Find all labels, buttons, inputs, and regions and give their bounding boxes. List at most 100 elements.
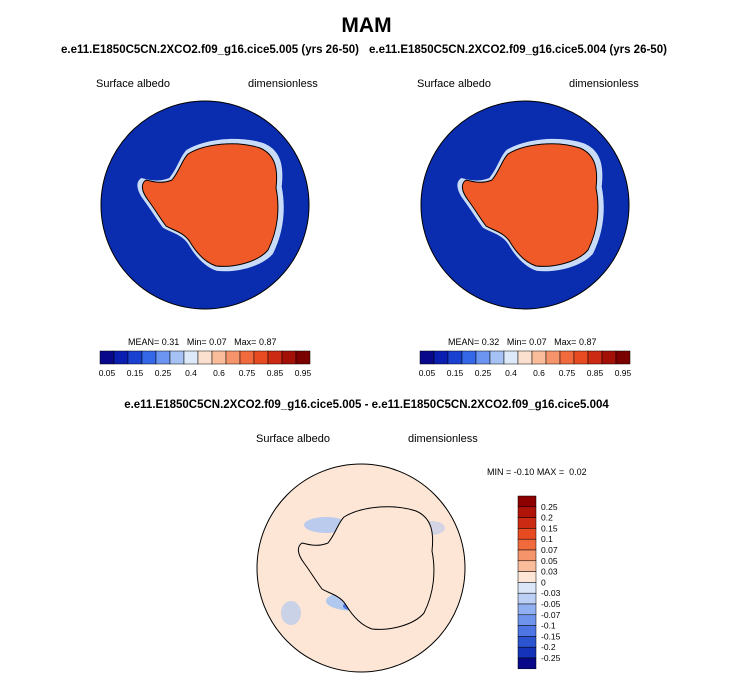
panel-2-variable-label: Surface albedo [417,78,491,90]
panel-1-mean-value: 0.31 [161,337,180,347]
panel-2-colorbar-tick-label: 0.05 [419,368,436,378]
difference-polar-map [256,463,466,673]
difference-colorbar-swatch [517,603,537,616]
difference-colorbar-swatch [517,646,537,659]
panel-2-colorbar-tick-label: 0.4 [505,368,517,378]
panel-2-colorbar-swatch [475,350,491,365]
difference-colorbar-tick-label: -0.05 [541,599,561,609]
panel-2-colorbar: 0.05 0.15 0.25 0.4 0.6 0.75 0.85 0.95 [419,350,632,378]
panel-1-max-value: 0.87 [258,337,277,347]
diff-variable-label: Surface albedo [256,433,330,445]
panel-1-case-title: e.e11.E1850C5CN.2XCO2.f09_g16.cice5.005 … [61,44,359,56]
panel-2-colorbar-swatch [433,350,449,365]
panel-2-colorbar-tick-label: 0.75 [559,368,576,378]
panel-2-colorbar-swatch [447,350,463,365]
panel-2-min-label: Min= [506,337,527,347]
panel-2-colorbar-swatch [601,350,617,365]
difference-colorbar-swatch [517,582,537,594]
figure-title: MAM [341,14,392,37]
panel-1-colorbar-tick-label: 0.95 [295,368,312,378]
difference-colorbar-swatch [517,549,537,562]
difference-colorbar-tick-label: 0.15 [541,523,558,533]
difference-colorbar-swatch [517,636,537,648]
panel-2-colorbar-swatch [461,350,477,365]
panel-1-colorbar-swatch [267,350,283,365]
panel-2-colorbar-swatch [559,350,575,365]
panel-2-colorbar-tick-label: 0.25 [475,368,492,378]
difference-colorbar-tick-label: -0.03 [541,588,561,598]
panel-2-min-value: 0.07 [529,337,547,347]
panel-2-mean-value: 0.32 [481,337,500,347]
panel-1-colorbar: 0.05 0.15 0.25 0.4 0.6 0.75 0.85 0.95 [99,350,312,378]
panel-2-colorbar-swatch [517,350,533,365]
panel-2-colorbar-swatch [503,350,519,365]
difference-colorbar-tick-label: 0.03 [541,567,558,577]
panel-1-colorbar-swatch [295,350,311,365]
difference-colorbar-tick-label: -0.2 [541,642,556,652]
panel-2-units-label: dimensionless [569,78,639,90]
panel-2-colorbar-swatch [573,350,589,365]
panel-1-variable-label: Surface albedo [96,78,170,90]
panel-1-colorbar-swatch [197,350,213,365]
panel-2-colorbar-tick-label: 0.15 [447,368,464,378]
diff-max-value: 0.02 [569,467,587,477]
difference-colorbar-tick-label: 0 [541,577,546,587]
diff-units-label: dimensionless [408,433,478,445]
difference-colorbar-swatch [517,614,537,626]
difference-title: e.e11.E1850C5CN.2XCO2.f09_g16.cice5.005 … [124,399,609,411]
panel-1-colorbar-swatch [141,350,157,365]
difference-colorbar-tick-label: -0.25 [541,653,561,663]
difference-colorbar-swatch [517,657,537,670]
difference-colorbar-swatch [517,517,537,529]
panel-2-max-label: Max= [554,337,577,347]
panel-1-colorbar-swatch [253,350,269,365]
panel-1-units-label: dimensionless [248,78,318,90]
panel-1-polar-map [100,100,310,310]
difference-colorbar-tick-label: 0.2 [541,513,553,523]
panel-2-colorbar-swatch [489,350,505,365]
panel-2-colorbar-swatch [615,350,631,365]
diff-max-label: MAX = [536,467,565,477]
panel-1-colorbar-tick-label: 0.05 [99,368,116,378]
panel-2-polar-map [420,100,630,310]
panel-1-colorbar-tick-label: 0.25 [155,368,172,378]
panel-2-colorbar-tick-label: 0.85 [587,368,604,378]
panel-2-colorbar-tick-label: 0.95 [615,368,632,378]
difference-colorbar-tick-label: 0.1 [541,534,553,544]
panel-1-colorbar-tick-label: 0.75 [239,368,256,378]
difference-colorbar-tick-label: -0.1 [541,621,556,631]
panel-2-colorbar-swatch [545,350,561,365]
difference-colorbar-swatch [517,538,537,551]
difference-colorbar-swatch [517,560,537,572]
panel-1-colorbar-tick-label: 0.4 [185,368,197,378]
difference-colorbar-tick-label: 0.05 [541,556,558,566]
difference-colorbar-tick-label: -0.07 [541,610,561,620]
panel-2-colorbar-swatch [531,350,547,365]
panel-1-stats: MEAN= 0.31 Min= 0.07 Max= 0.87 [128,337,276,347]
difference-colorbar-swatch [517,528,537,540]
difference-colorbar-swatch [517,571,537,583]
panel-2-colorbar-tick-label: 0.6 [533,368,545,378]
panel-1-colorbar-tick-label: 0.85 [267,368,284,378]
panel-2-stats: MEAN= 0.32 Min= 0.07 Max= 0.87 [448,337,596,347]
panel-1-min-value: 0.07 [209,337,227,347]
panel-1-colorbar-swatch [113,350,129,365]
panel-1-colorbar-swatch [239,350,255,365]
panel-1-colorbar-swatch [225,350,241,365]
panel-1-colorbar-tick-label: 0.6 [213,368,225,378]
difference-colorbar-tick-label: 0.07 [541,545,558,555]
panel-1-colorbar-swatch [183,350,199,365]
panel-2-max-value: 0.87 [578,337,597,347]
panel-1-colorbar-swatch [169,350,185,365]
difference-colorbar: 0.250.20.150.10.070.050.030-0.03-0.05-0.… [517,495,561,670]
diff-min-label: MIN = [487,467,512,477]
panel-1-colorbar-swatch [211,350,227,365]
panel-2-colorbar-swatch [587,350,603,365]
panel-1-colorbar-tick-label: 0.15 [127,368,144,378]
panel-1-colorbar-swatch [155,350,171,365]
difference-colorbar-swatch [517,506,537,518]
difference-colorbar-swatch [517,592,537,605]
difference-colorbar-tick-label: -0.15 [541,631,561,641]
difference-colorbar-tick-label: 0.25 [541,502,558,512]
panel-1-mean-label: MEAN= [128,337,160,347]
